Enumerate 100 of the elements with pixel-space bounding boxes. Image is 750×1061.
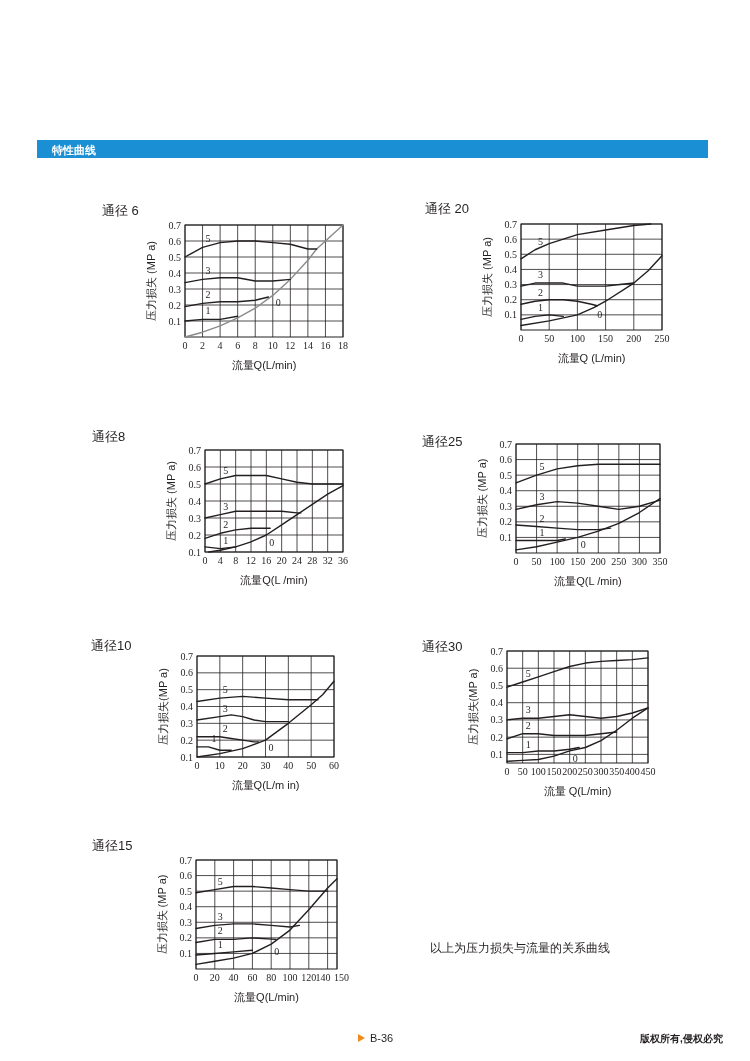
x-tick-label: 40 bbox=[283, 760, 294, 771]
x-tick-label: 4 bbox=[217, 555, 223, 566]
x-tick-label: 100 bbox=[569, 333, 585, 344]
series-label: 5 bbox=[539, 461, 545, 473]
y-tick-label: 0.4 bbox=[180, 701, 193, 712]
chart-title: 通径8 bbox=[92, 429, 126, 444]
x-tick-label: 400 bbox=[624, 766, 640, 777]
y-tick-label: 0.7 bbox=[179, 854, 192, 866]
x-axis-title: 流量Q (L/min) bbox=[557, 352, 626, 364]
y-tick-label: 0.3 bbox=[168, 283, 181, 295]
series-label: 2 bbox=[222, 722, 228, 734]
text: 特性曲线 bbox=[51, 143, 96, 156]
y-tick-label: 0.5 bbox=[179, 885, 192, 897]
y-tick-label: 0.4 bbox=[490, 697, 503, 709]
chart-title: 通径25 bbox=[422, 434, 463, 449]
x-tick-label: 140 bbox=[315, 972, 331, 983]
y-tick-label: 0.1 bbox=[168, 315, 181, 327]
x-axis-title: 流量Q(L/m in) bbox=[231, 779, 300, 791]
y-tick-label: 0.3 bbox=[180, 717, 193, 729]
x-tick-label: 28 bbox=[307, 555, 318, 566]
series-label: 3 bbox=[222, 702, 228, 714]
y-tick-label: 0.7 bbox=[499, 438, 512, 450]
y-axis-title: 压力损失 (MP a) bbox=[476, 458, 488, 539]
x-tick-label: 0 bbox=[504, 766, 510, 777]
y-tick-label: 0.5 bbox=[180, 684, 193, 696]
y-tick-label: 0.6 bbox=[179, 870, 192, 882]
x-tick-label: 150 bbox=[334, 972, 349, 983]
y-tick-label: 0.6 bbox=[180, 667, 193, 679]
series-label: 2 bbox=[217, 925, 223, 937]
y-tick-label: 0.3 bbox=[490, 714, 503, 726]
x-tick-label: 20 bbox=[276, 555, 287, 566]
x-axis-title: 流量Q(L/min) bbox=[234, 991, 299, 1003]
text: B-36 bbox=[370, 1032, 394, 1044]
y-tick-label: 0.7 bbox=[180, 650, 193, 662]
x-tick-label: 0 bbox=[182, 340, 188, 351]
series-label: 1 bbox=[538, 302, 544, 314]
chart-title: 通径 6 bbox=[102, 203, 139, 218]
series-label: 5 bbox=[217, 875, 223, 887]
series-label: 0 bbox=[274, 946, 280, 958]
x-tick-label: 50 bbox=[531, 556, 542, 567]
y-tick-label: 0.1 bbox=[180, 751, 193, 763]
x-tick-label: 36 bbox=[338, 555, 348, 566]
y-tick-label: 0.5 bbox=[188, 478, 201, 490]
y-axis-title: 压力损失(MP a) bbox=[157, 668, 169, 745]
x-tick-label: 60 bbox=[247, 972, 258, 983]
series-label: 3 bbox=[525, 704, 531, 716]
x-tick-label: 8 bbox=[252, 340, 258, 351]
y-axis-title: 压力损失(MP a) bbox=[467, 668, 479, 746]
x-tick-label: 16 bbox=[320, 340, 331, 351]
y-tick-label: 0.1 bbox=[490, 748, 503, 760]
x-tick-label: 200 bbox=[562, 766, 578, 777]
series-label: 1 bbox=[539, 526, 545, 538]
series-label: 1 bbox=[217, 939, 223, 951]
x-tick-label: 20 bbox=[237, 760, 248, 771]
y-tick-label: 0.4 bbox=[499, 485, 512, 497]
x-tick-label: 0 bbox=[518, 333, 524, 344]
x-tick-label: 12 bbox=[285, 340, 296, 351]
y-tick-label: 0.4 bbox=[188, 495, 201, 507]
x-tick-label: 24 bbox=[292, 555, 302, 566]
series-label: 5 bbox=[525, 668, 531, 680]
x-tick-label: 30 bbox=[260, 760, 271, 771]
x-tick-label: 0 bbox=[202, 555, 208, 566]
x-tick-label: 4 bbox=[217, 340, 223, 351]
y-tick-label: 0.5 bbox=[504, 248, 517, 260]
series-label: 0 bbox=[268, 742, 274, 754]
x-tick-label: 16 bbox=[261, 555, 272, 566]
x-tick-label: 200 bbox=[626, 333, 642, 344]
series-label: 2 bbox=[525, 719, 531, 731]
x-tick-label: 20 bbox=[209, 972, 220, 983]
y-tick-label: 0.2 bbox=[499, 516, 512, 528]
series-label: 0 bbox=[275, 297, 281, 309]
x-tick-label: 250 bbox=[654, 333, 670, 344]
series-label: 0 bbox=[269, 537, 275, 548]
y-tick-label: 0.6 bbox=[188, 461, 201, 473]
x-tick-label: 150 bbox=[570, 556, 586, 567]
y-tick-label: 0.3 bbox=[179, 916, 192, 928]
y-tick-label: 0.1 bbox=[504, 309, 517, 321]
x-tick-label: 120 bbox=[301, 972, 317, 983]
y-tick-label: 0.1 bbox=[188, 546, 201, 558]
text: 以上为压力损失与流量的关系曲线 bbox=[430, 941, 610, 955]
y-tick-label: 0.3 bbox=[188, 512, 201, 524]
x-tick-label: 0 bbox=[194, 760, 200, 771]
x-tick-label: 150 bbox=[546, 766, 562, 777]
series-label: 5 bbox=[223, 464, 229, 476]
chart-title: 通径 20 bbox=[425, 201, 470, 216]
x-tick-label: 80 bbox=[266, 972, 277, 983]
chart-title: 通径10 bbox=[91, 638, 132, 653]
x-tick-label: 40 bbox=[228, 972, 239, 983]
x-tick-label: 2 bbox=[200, 340, 206, 351]
x-axis-title: 流量Q(L /min) bbox=[554, 575, 622, 587]
series-label: 2 bbox=[223, 519, 229, 531]
series-label: 2 bbox=[538, 287, 544, 299]
y-tick-label: 0.7 bbox=[168, 219, 181, 231]
y-axis-title: 压力损失 (MP a) bbox=[156, 874, 168, 955]
x-tick-label: 300 bbox=[593, 766, 609, 777]
x-tick-label: 100 bbox=[282, 972, 298, 983]
y-tick-label: 0.5 bbox=[490, 679, 503, 691]
x-tick-label: 14 bbox=[302, 340, 313, 351]
chart-title: 通径30 bbox=[422, 639, 463, 654]
x-tick-label: 250 bbox=[611, 556, 627, 567]
